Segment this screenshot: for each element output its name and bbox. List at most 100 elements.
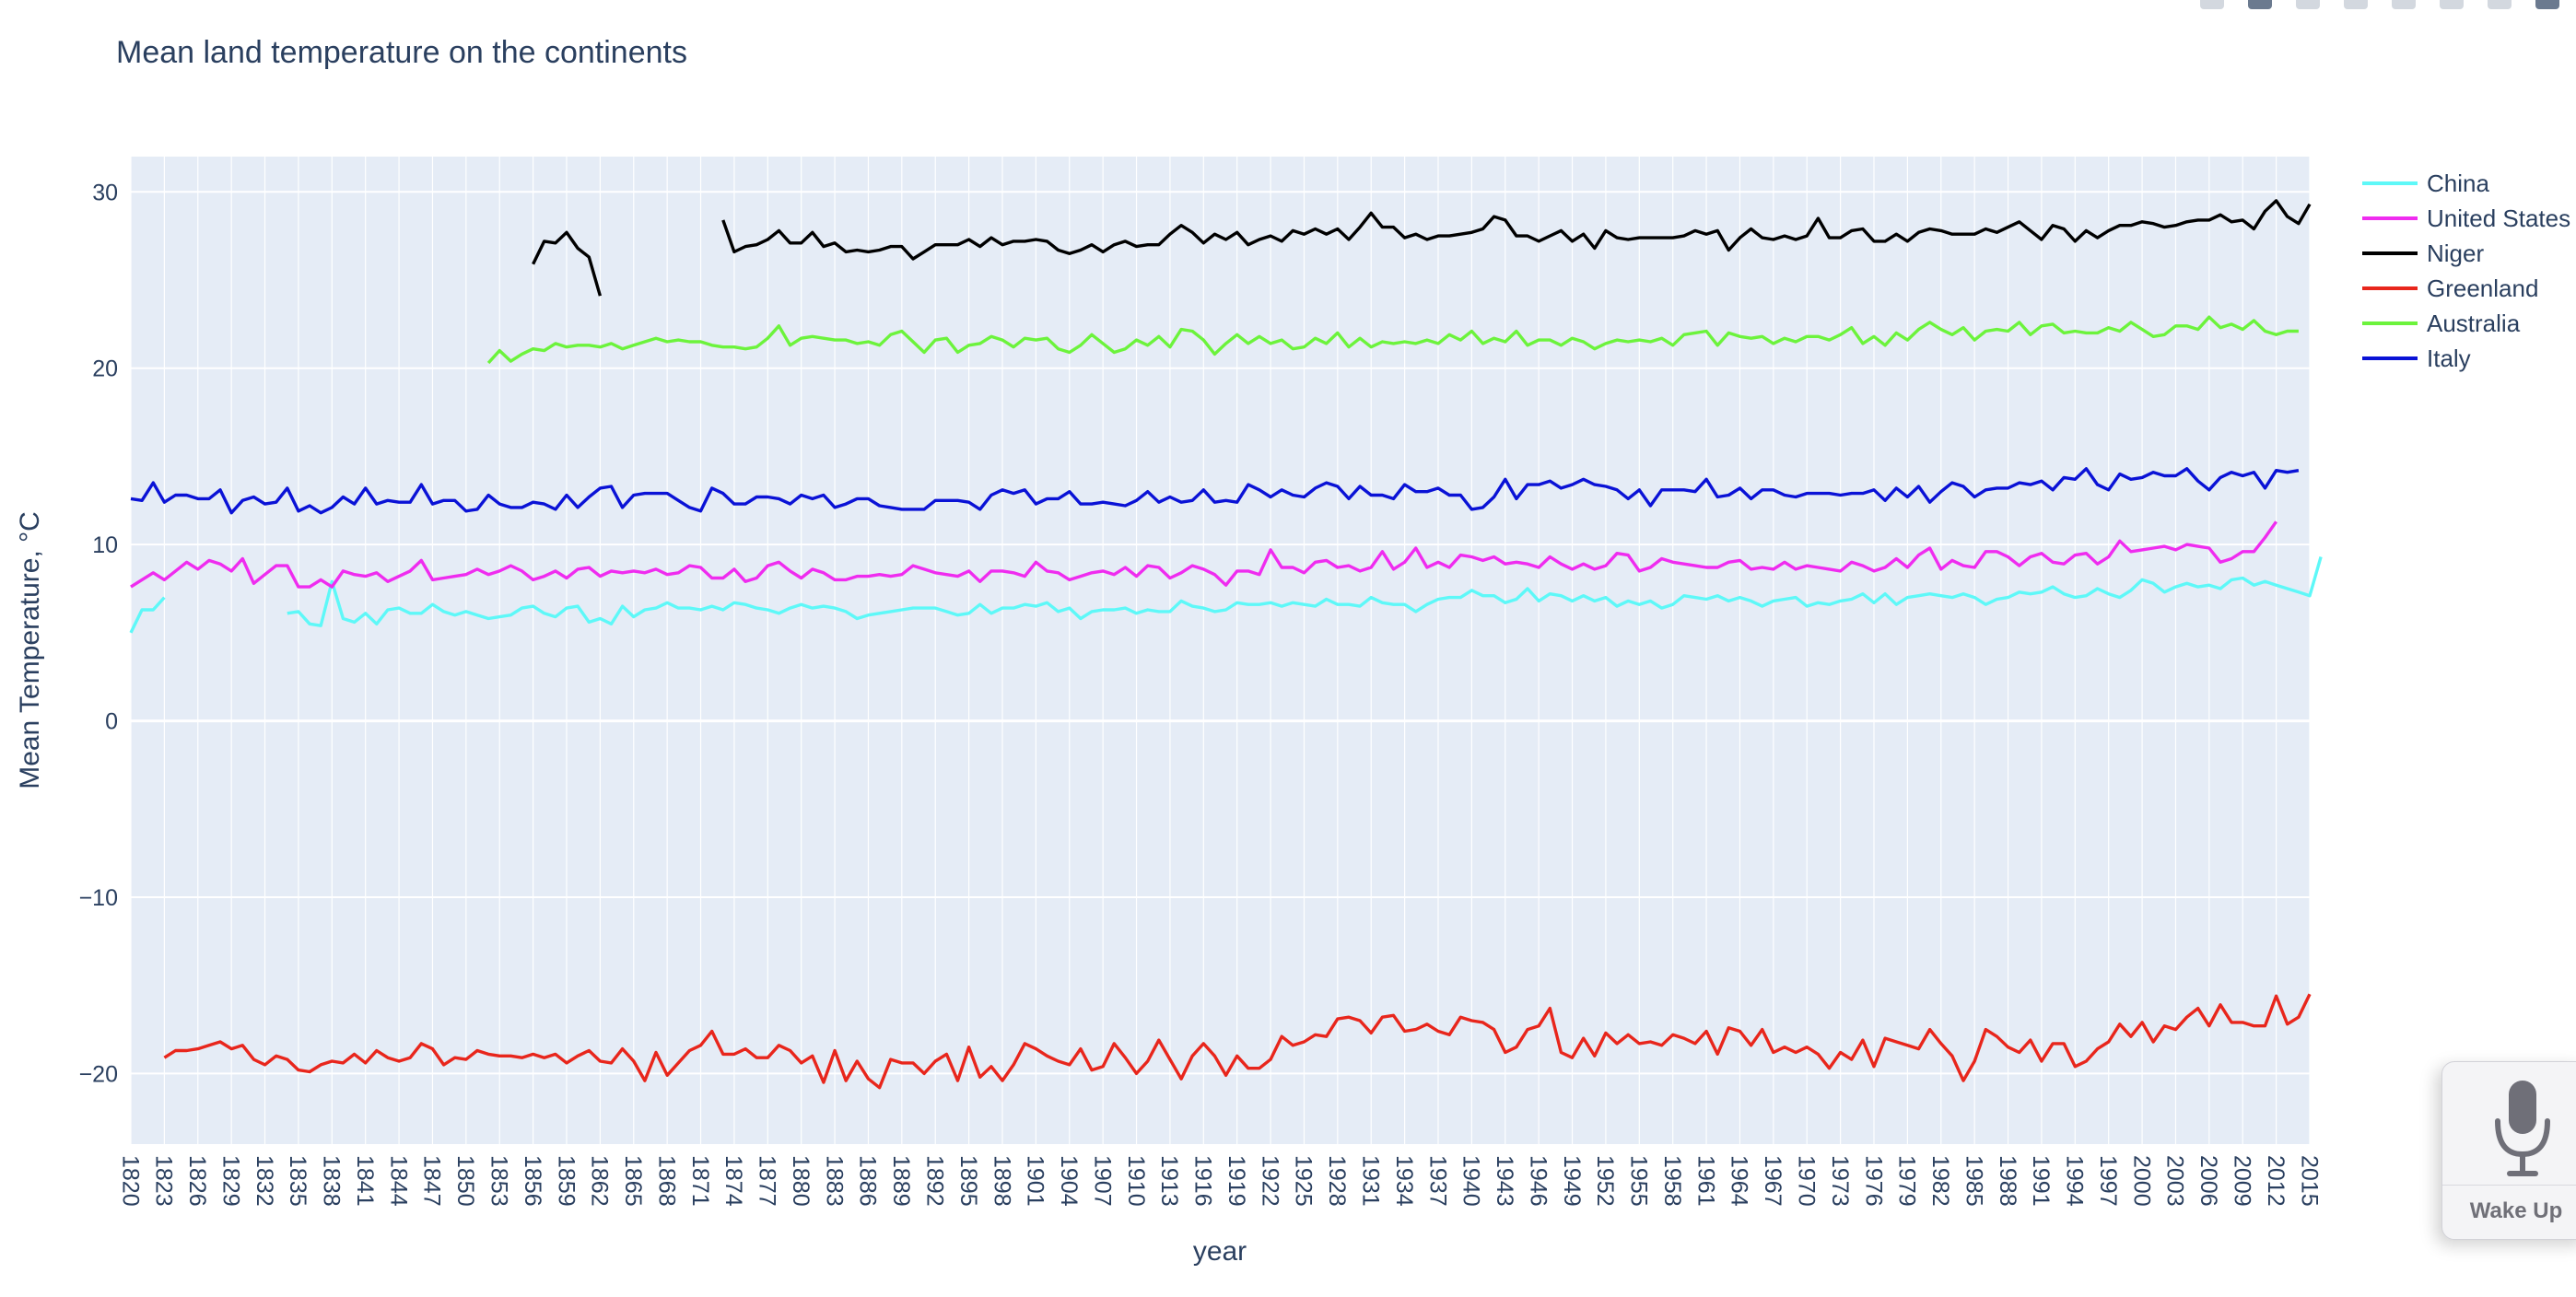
legend-item[interactable]: United States <box>2362 204 2570 232</box>
x-tick-label: 2003 <box>2162 1155 2188 1207</box>
x-tick-label: 1910 <box>1123 1155 1149 1207</box>
series-australia[interactable] <box>486 315 2299 365</box>
series-united-states[interactable] <box>130 520 2277 589</box>
zoom-out-icon[interactable] <box>2392 0 2416 9</box>
legend-item[interactable]: Niger <box>2362 240 2484 267</box>
pan-icon[interactable] <box>2296 0 2320 9</box>
chart-toolbar[interactable] <box>2172 0 2576 13</box>
zoom-in-icon[interactable] <box>2344 0 2368 9</box>
x-tick-label: 1862 <box>587 1155 613 1207</box>
x-tick-label: 2006 <box>2195 1155 2221 1207</box>
gridlines <box>130 157 2311 1144</box>
legend-label: Greenland <box>2427 275 2538 302</box>
x-tick-label: 1853 <box>486 1155 511 1207</box>
x-tick-label: 1883 <box>821 1155 847 1207</box>
x-tick-label: 1856 <box>520 1155 545 1207</box>
x-tick-label: 1904 <box>1056 1155 1082 1207</box>
legend-item[interactable]: China <box>2362 169 2489 197</box>
series-line[interactable] <box>130 467 2300 515</box>
x-tick-label: 1874 <box>720 1155 746 1207</box>
x-tick-label: 1880 <box>788 1155 814 1207</box>
x-axis-ticks: 1820 1823 1826 1829 1832 1835 1838 1841 1844 1847… <box>117 1155 2322 1207</box>
x-tick-label: 1937 <box>1424 1155 1450 1207</box>
x-tick-label: 1868 <box>653 1155 679 1207</box>
x-tick-label: 1895 <box>955 1155 981 1207</box>
y-tick-label: −10 <box>79 885 118 911</box>
series-greenland[interactable] <box>163 993 2312 1090</box>
plotly-logo-icon[interactable] <box>2535 0 2559 9</box>
plot-area[interactable] <box>131 157 2310 1144</box>
x-tick-label: 1892 <box>921 1155 947 1207</box>
x-tick-label: 1913 <box>1156 1155 1182 1207</box>
x-tick-label: 1847 <box>419 1155 445 1207</box>
legend-item[interactable]: Italy <box>2362 345 2471 372</box>
x-tick-label: 1850 <box>452 1155 478 1207</box>
y-axis-ticks: −20 −10 0 10 20 30 <box>79 180 118 1087</box>
x-tick-label: 1889 <box>888 1155 914 1207</box>
x-tick-label: 1922 <box>1257 1155 1282 1207</box>
y-tick-label: 20 <box>92 356 118 382</box>
legend-label: Niger <box>2427 240 2484 267</box>
zoom-icon[interactable] <box>2248 0 2272 9</box>
series-italy[interactable] <box>130 467 2300 515</box>
series-line[interactable] <box>163 993 2312 1090</box>
series-lines <box>129 199 2323 1090</box>
camera-icon[interactable] <box>2200 0 2224 9</box>
series-line[interactable] <box>130 520 2277 589</box>
x-tick-label: 1979 <box>1894 1155 1920 1207</box>
x-tick-label: 1916 <box>1190 1155 1216 1207</box>
x-tick-label: 2000 <box>2128 1155 2154 1207</box>
legend[interactable]: China United States Niger Greenland Australi… <box>2362 169 2570 372</box>
legend-item[interactable]: Australia <box>2362 310 2521 337</box>
reset-axes-icon[interactable] <box>2488 0 2512 9</box>
x-tick-label: 1973 <box>1827 1155 1853 1207</box>
x-tick-label: 1859 <box>553 1155 579 1207</box>
legend-item[interactable]: Greenland <box>2362 275 2538 302</box>
x-tick-label: 1952 <box>1592 1155 1618 1207</box>
x-tick-label: 1925 <box>1291 1155 1317 1207</box>
x-tick-label: 2012 <box>2263 1155 2289 1207</box>
wake-up-label: Wake Up <box>2469 1198 2563 1223</box>
x-tick-label: 1919 <box>1224 1155 1249 1207</box>
x-tick-label: 1997 <box>2095 1155 2121 1207</box>
x-tick-label: 1991 <box>2028 1155 2054 1207</box>
legend-label: Australia <box>2427 310 2521 337</box>
microphone-icon <box>2495 1081 2550 1176</box>
x-tick-label: 1823 <box>151 1155 177 1207</box>
x-tick-label: 1844 <box>385 1155 411 1207</box>
x-tick-label: 1886 <box>855 1155 881 1207</box>
series-niger[interactable] <box>532 199 2312 297</box>
series-china[interactable] <box>129 556 2323 634</box>
x-tick-label: 1934 <box>1391 1155 1417 1207</box>
x-tick-label: 1907 <box>1089 1155 1115 1207</box>
x-tick-label: 1820 <box>117 1155 143 1207</box>
x-tick-label: 1940 <box>1458 1155 1484 1207</box>
x-tick-label: 2009 <box>2229 1155 2254 1207</box>
x-tick-label: 1961 <box>1692 1155 1718 1207</box>
legend-label: China <box>2427 169 2489 197</box>
y-tick-label: 0 <box>105 709 118 735</box>
x-tick-label: 1931 <box>1357 1155 1383 1207</box>
y-tick-label: 30 <box>92 180 118 205</box>
x-tick-label: 1928 <box>1324 1155 1350 1207</box>
wake-up-button[interactable]: Wake Up <box>2441 1061 2576 1240</box>
series-line[interactable] <box>486 315 2299 365</box>
series-line[interactable] <box>129 596 166 634</box>
series-line[interactable] <box>287 556 2323 627</box>
x-tick-label: 1877 <box>755 1155 780 1207</box>
wake-divider <box>2442 1185 2576 1186</box>
x-tick-label: 1943 <box>1492 1155 1517 1207</box>
series-line[interactable] <box>721 199 2312 261</box>
x-tick-label: 1970 <box>1793 1155 1819 1207</box>
series-line[interactable] <box>532 230 603 297</box>
x-tick-label: 1898 <box>989 1155 1014 1207</box>
autoscale-icon[interactable] <box>2440 0 2464 9</box>
x-tick-label: 1901 <box>1023 1155 1048 1207</box>
x-tick-label: 1955 <box>1626 1155 1652 1207</box>
x-axis-title: year <box>1193 1236 1247 1267</box>
x-tick-label: 1835 <box>285 1155 310 1207</box>
x-tick-label: 1994 <box>2062 1155 2088 1207</box>
x-tick-label: 1829 <box>217 1155 243 1207</box>
x-tick-label: 1985 <box>1961 1155 1986 1207</box>
